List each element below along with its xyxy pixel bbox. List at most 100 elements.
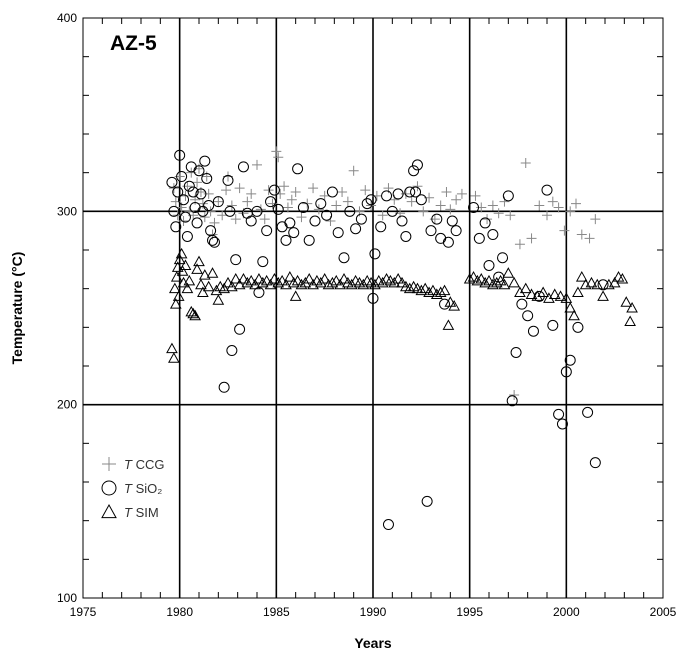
ccg-point	[255, 204, 266, 215]
sim-point	[483, 274, 495, 286]
sio2-point	[245, 215, 257, 227]
sio2-point	[442, 236, 454, 248]
sio2-point	[415, 194, 427, 206]
sim-point	[438, 284, 451, 296]
sim-point	[210, 284, 223, 296]
ccg-point	[259, 214, 270, 225]
ccg-point	[205, 206, 216, 217]
ccg-point	[234, 183, 245, 194]
ccg-point	[493, 208, 504, 219]
ccg-point	[282, 202, 293, 213]
sio2-point	[516, 298, 528, 310]
sio2-point	[564, 354, 576, 366]
sio2-point	[421, 495, 433, 507]
sim-point	[575, 271, 588, 282]
sim-point	[564, 301, 577, 313]
sim-point	[626, 301, 638, 313]
x-tick-label: 1985	[263, 605, 290, 619]
sio2-point	[556, 418, 568, 430]
ccg-point	[553, 202, 564, 213]
sim-point	[560, 292, 573, 303]
sim-point	[554, 290, 567, 301]
ccg-point	[279, 181, 290, 192]
sio2-point	[297, 201, 309, 213]
sim-point	[181, 282, 194, 294]
ccg-point	[252, 159, 262, 170]
sio2-point	[170, 221, 182, 233]
legend-label: T SiO₂	[124, 481, 162, 496]
sio2-point	[547, 319, 559, 331]
sim-point	[467, 271, 480, 282]
sim-point	[280, 278, 292, 290]
sio2-point	[479, 217, 491, 229]
sio2-point	[174, 149, 186, 161]
sio2-point	[208, 236, 220, 248]
sim-point	[241, 276, 254, 288]
tick-labels: 1975 1980 1985 1990 1995 2000 2005 100 200 300 400	[57, 11, 677, 619]
sio2-point	[218, 381, 230, 393]
ccg-point	[559, 225, 570, 236]
sim-point	[490, 276, 503, 288]
sio2-point	[400, 230, 412, 242]
ccg-point	[242, 196, 253, 207]
sim-point	[272, 276, 285, 288]
sio2-point	[321, 209, 333, 221]
sio2-point	[527, 325, 539, 337]
sim-point	[322, 278, 335, 290]
sio2-point	[410, 186, 422, 198]
y-tick-label: 400	[57, 11, 77, 25]
sio2-point	[386, 205, 398, 217]
sio2-point	[355, 213, 367, 225]
sio2-point	[187, 186, 199, 198]
sio2-point	[589, 457, 601, 469]
sim-point	[173, 253, 186, 265]
sio2-point	[450, 225, 462, 237]
x-tick-label: 1980	[166, 605, 193, 619]
sim-point	[616, 272, 629, 284]
sim-point	[289, 290, 302, 301]
sim-point	[256, 276, 269, 288]
sim-point	[249, 278, 261, 290]
sim-point	[419, 282, 432, 294]
sio2-point	[404, 186, 416, 198]
sio2-point	[344, 205, 356, 217]
sio2-point	[268, 184, 280, 196]
legend-marker-circle	[101, 480, 117, 496]
ccg-point	[209, 217, 220, 228]
ccg-point	[192, 177, 203, 188]
sio2-point	[183, 180, 195, 192]
sim-point	[170, 271, 183, 282]
ccg-point	[221, 185, 232, 196]
sim-point	[442, 319, 455, 330]
sio2-point	[473, 232, 485, 244]
sio2-point	[226, 345, 238, 357]
sio2-point	[288, 227, 300, 239]
sim-point	[543, 292, 555, 303]
sim-point	[193, 255, 205, 267]
sim-point	[620, 296, 633, 307]
sim-point	[212, 294, 225, 305]
ccg-point	[360, 185, 371, 196]
ccg-point	[547, 196, 558, 207]
ccg-point	[441, 187, 452, 197]
ccg-point	[565, 206, 576, 217]
sim-point	[448, 300, 461, 311]
ccg-point	[308, 183, 319, 194]
sim-point	[537, 286, 549, 298]
ccg-point	[435, 200, 446, 211]
sim-point	[307, 278, 319, 290]
sim-point	[345, 278, 358, 290]
series-circle	[166, 149, 609, 531]
sio2-point	[199, 155, 211, 167]
sim-point	[276, 274, 288, 286]
ccg-point	[180, 190, 191, 201]
data-points	[166, 146, 638, 531]
sio2-point	[178, 194, 190, 206]
sim-point	[187, 307, 200, 319]
sim-point	[168, 352, 180, 363]
sio2-point	[191, 217, 203, 229]
ccg-point	[534, 200, 545, 211]
ccg-point	[377, 210, 388, 221]
sio2-point	[207, 234, 219, 246]
